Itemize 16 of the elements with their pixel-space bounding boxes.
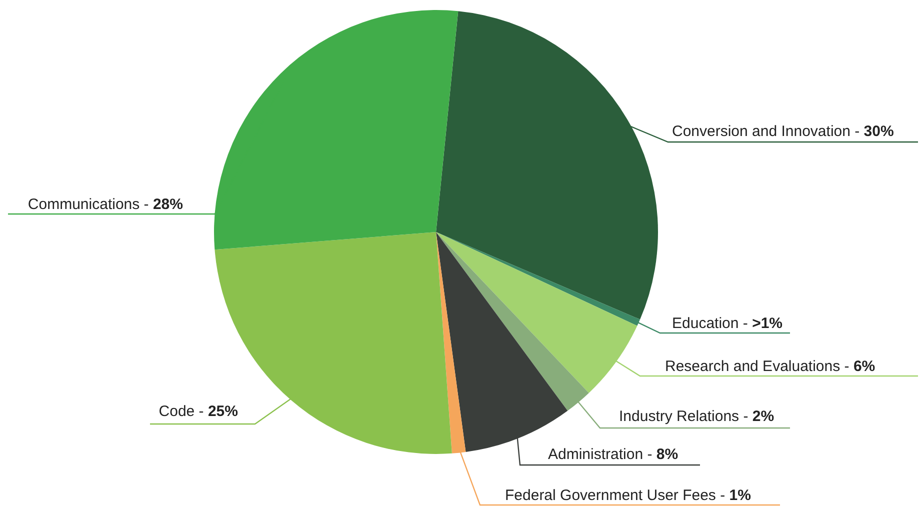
data-label: 2% [752, 408, 774, 425]
data-label: 8% [656, 446, 678, 463]
data-label: 30% [864, 123, 894, 140]
slice-label: Education - [672, 315, 752, 332]
slice-label: Conversion and Innovation - [672, 123, 864, 140]
data-label: 6% [853, 358, 876, 375]
slice-label: Communications - [28, 196, 153, 213]
data-label: >1% [752, 315, 783, 332]
slice-label: Administration - [548, 446, 656, 463]
data-label: 28% [152, 196, 183, 213]
slice-label: Federal Government User Fees - [505, 487, 730, 504]
slice-label: Research and Evaluations - [665, 358, 854, 375]
data-label: 1% [729, 487, 751, 504]
slice-label: Code - [158, 403, 208, 420]
data-label: 25% [208, 403, 238, 420]
slice-label: Industry Relations - [619, 408, 752, 425]
